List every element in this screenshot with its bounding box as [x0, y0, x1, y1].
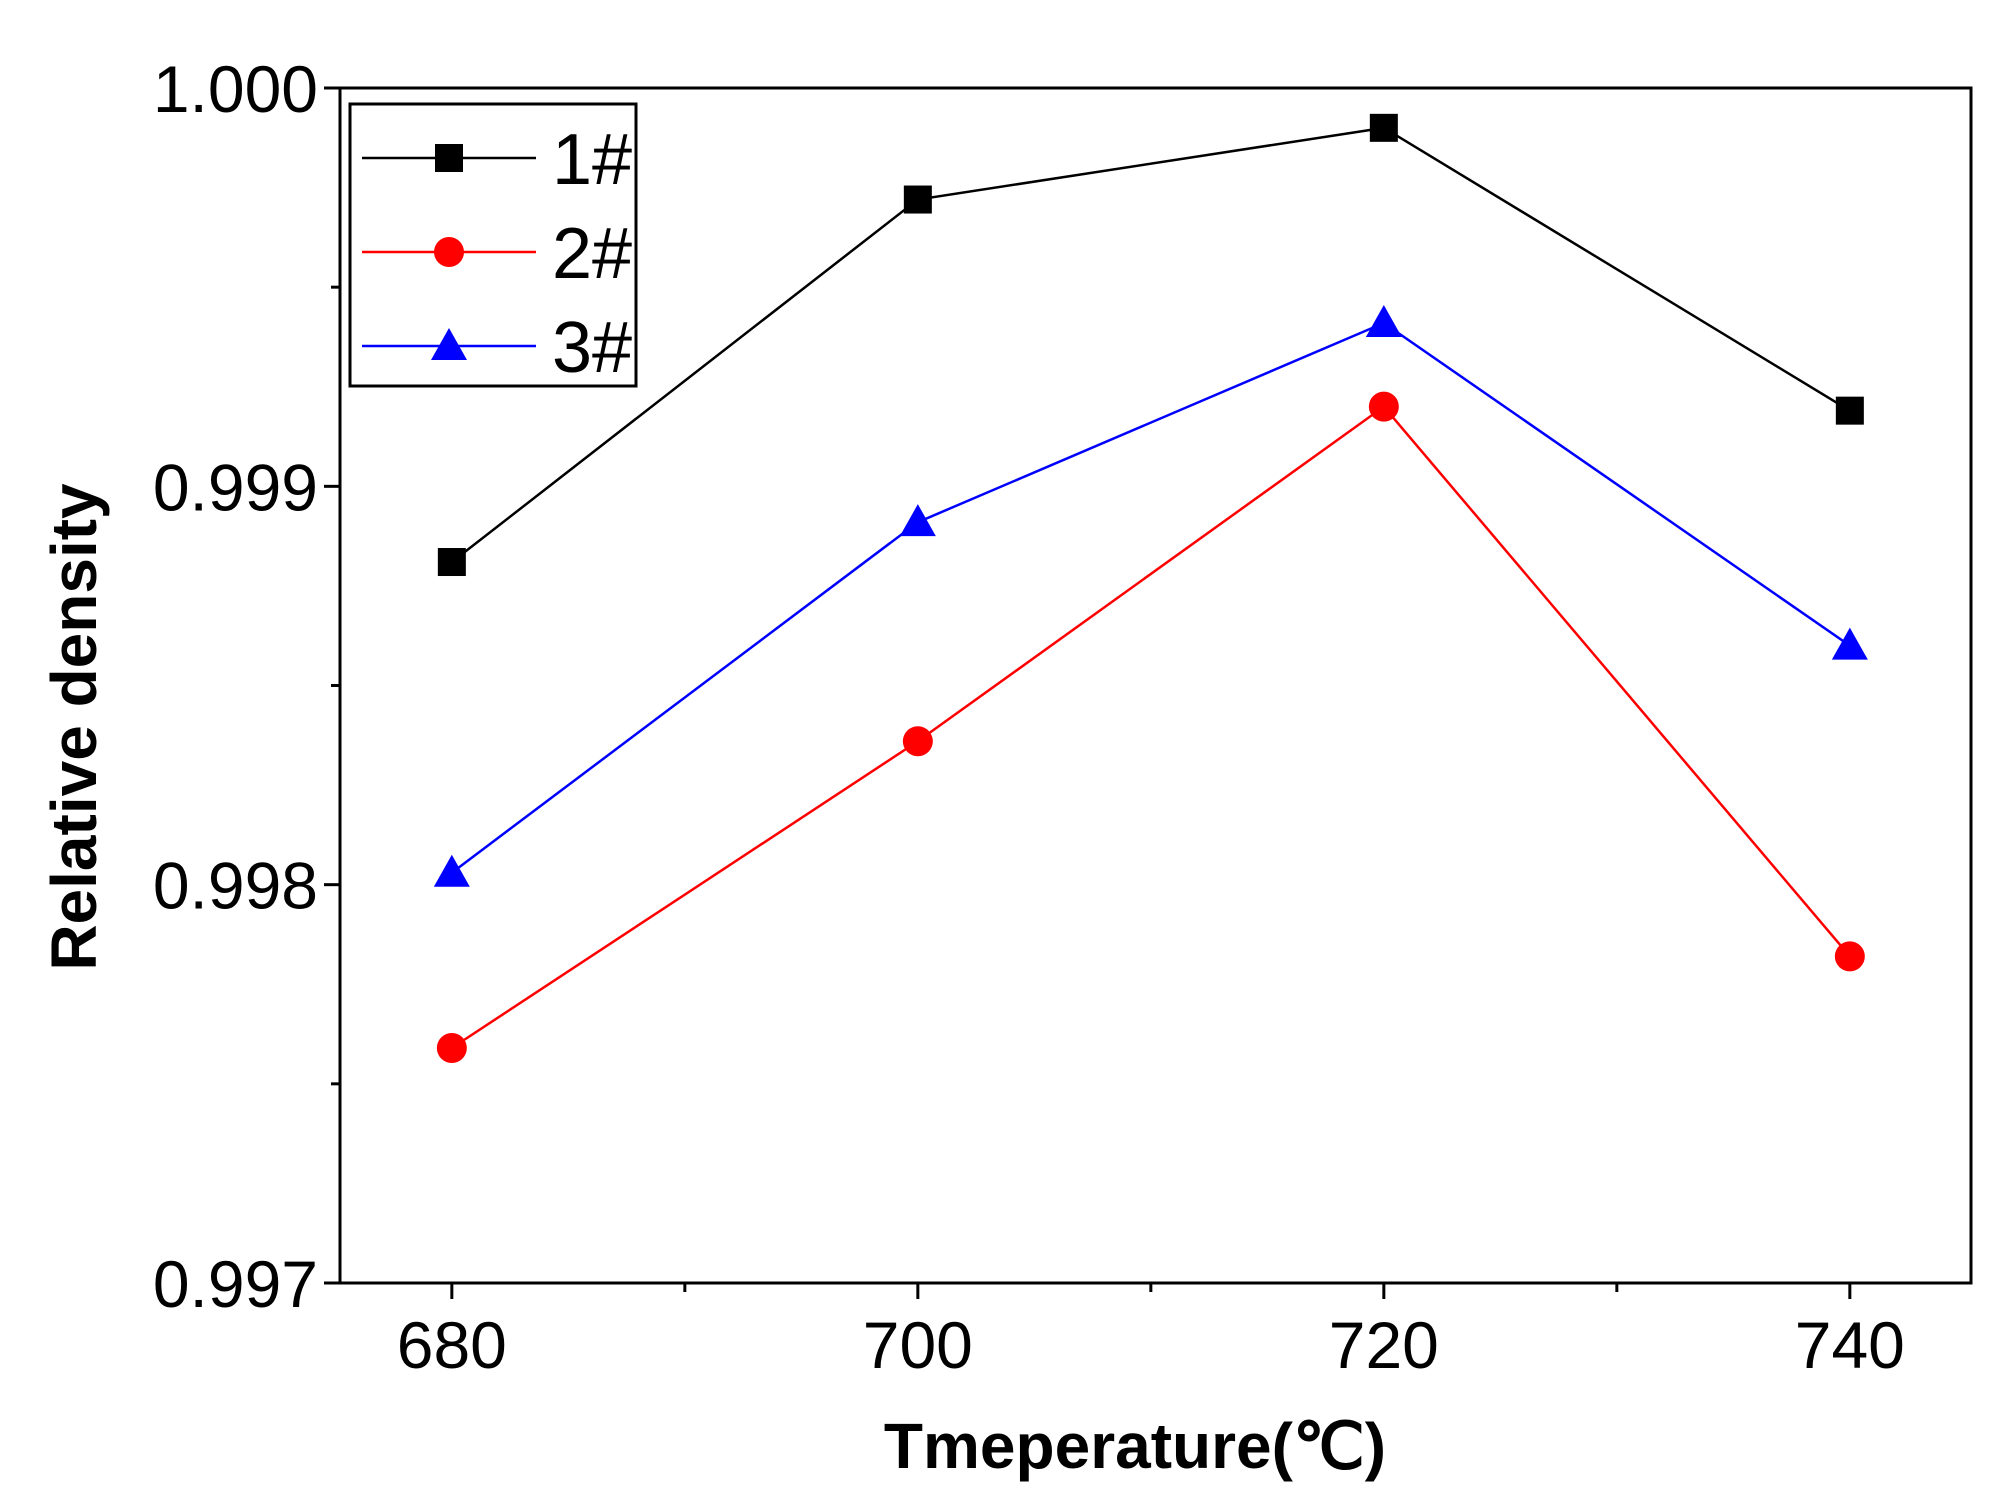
series-2: [436, 391, 1865, 1063]
x-axis-title: Tmeperature(℃): [884, 1410, 1386, 1482]
legend-marker-1: [435, 144, 463, 172]
y-tick-label: 0.999: [153, 450, 318, 524]
data-point-1-740: [1835, 396, 1864, 425]
series-3: [433, 305, 1868, 887]
legend-label-1: 1#: [552, 120, 632, 200]
y-tick-label: 0.997: [153, 1247, 318, 1321]
legend-box: [348, 102, 638, 388]
data-point-2-700: [902, 726, 933, 757]
series-line-1: [451, 126, 1851, 564]
data-point-3-680: [433, 854, 470, 887]
data-point-1-700: [903, 185, 932, 214]
y-tick-label: 1.000: [153, 52, 318, 126]
data-point-3-700: [899, 504, 936, 537]
axis-ticks: 680 700 720 740 0.997 0.998 0.999 1.000: [153, 52, 1905, 1382]
y-tick-label: 0.998: [153, 849, 318, 923]
x-tick-label: 700: [863, 1308, 973, 1382]
series-line-2: [451, 404, 1851, 1050]
data-point-3-740: [1831, 627, 1868, 660]
data-point-2-740: [1834, 941, 1865, 972]
data-point-2-720: [1368, 391, 1399, 422]
data-point-2-680: [436, 1032, 467, 1063]
legend-label-2: 2#: [552, 214, 632, 294]
legend: 1# 2# 3#: [348, 102, 638, 388]
y-axis-title: Relative density: [38, 483, 110, 971]
x-tick-label: 740: [1795, 1308, 1905, 1382]
data-series: [433, 113, 1868, 1063]
series-1: [437, 113, 1864, 577]
data-point-1-680: [437, 548, 466, 577]
legend-marker-3: [431, 328, 467, 360]
data-point-3-720: [1365, 305, 1402, 338]
x-tick-label: 720: [1329, 1308, 1439, 1382]
legend-label-3: 3#: [552, 308, 632, 388]
legend-marker-2: [434, 237, 464, 267]
x-tick-label: 680: [397, 1308, 507, 1382]
data-point-1-720: [1369, 113, 1398, 142]
series-line-3: [451, 321, 1851, 874]
